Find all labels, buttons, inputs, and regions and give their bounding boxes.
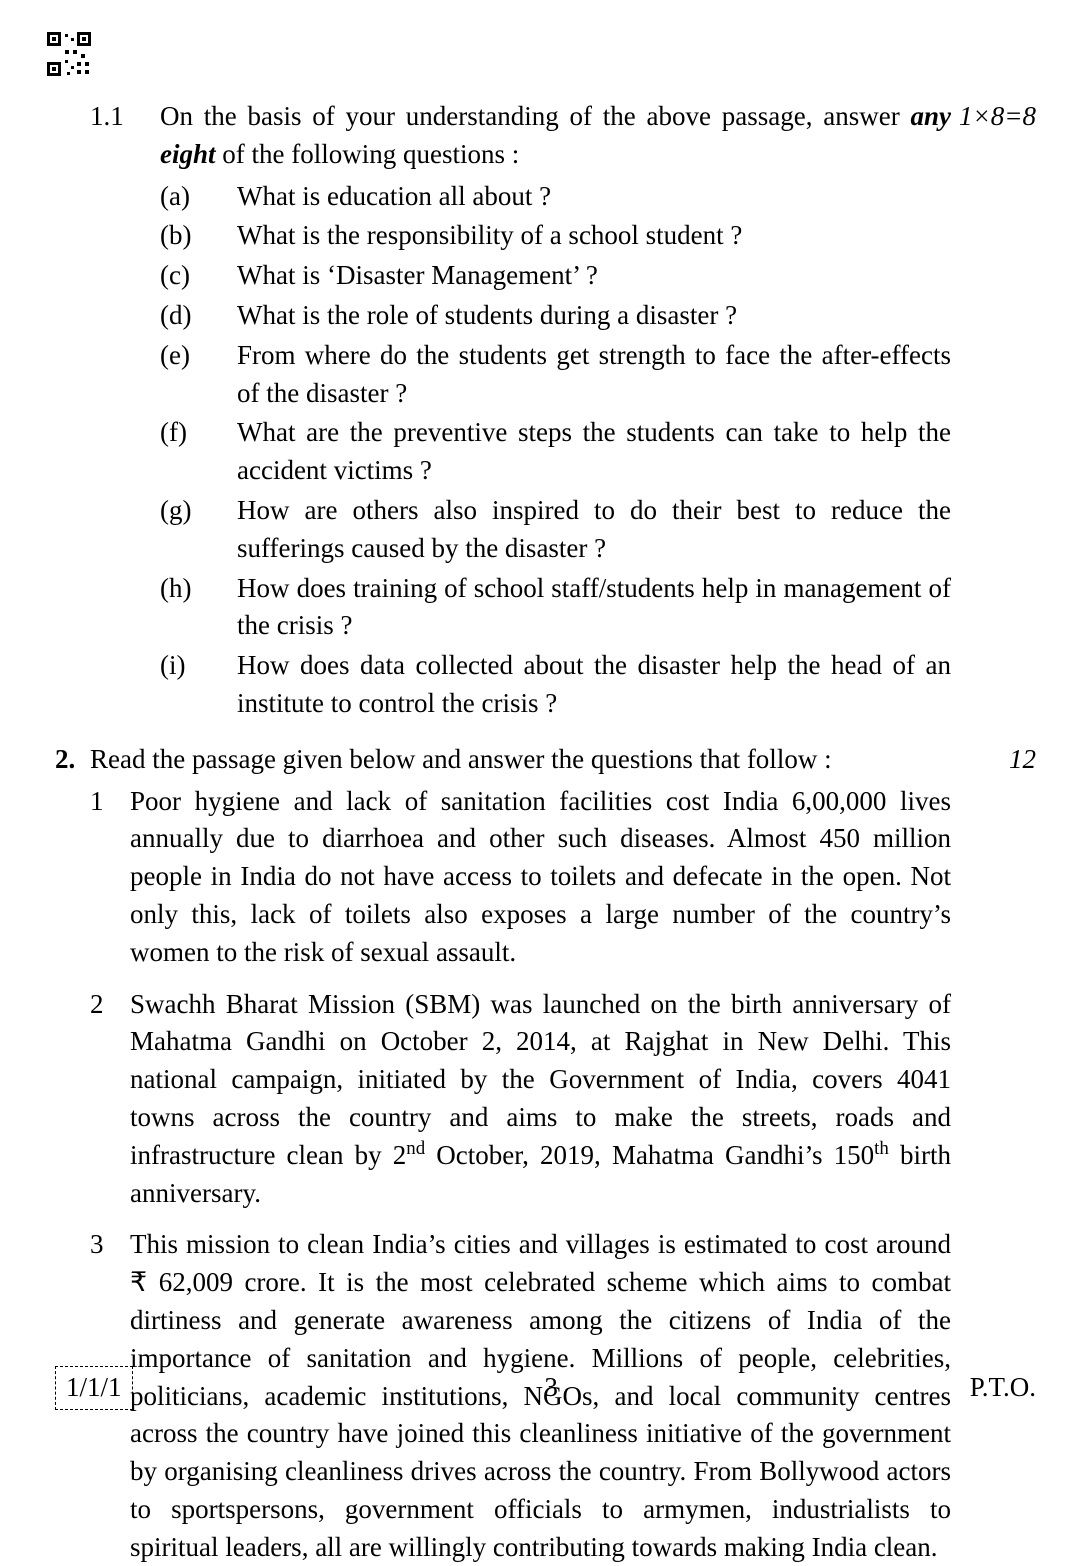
para-number: 2 (90, 986, 130, 1213)
page-number: 3 (544, 1369, 558, 1407)
question-intro: On the basis of your understanding of th… (160, 98, 951, 174)
sub-text: What is the role of students during a di… (237, 297, 951, 335)
qr-code-icon (45, 30, 93, 78)
sub-question-d: (d) What is the role of students during … (55, 297, 1036, 335)
question-number: 1.1 (90, 98, 160, 174)
sub-question-f: (f) What are the preventive steps the st… (55, 414, 1036, 490)
para-seg: This mission to clean India’s cities and… (130, 1229, 951, 1259)
sub-text: What is education all about ? (237, 178, 951, 216)
question-1-1: 1.1 On the basis of your understanding o… (55, 98, 1036, 174)
sub-label: (f) (160, 414, 237, 490)
page-content: 1.1 On the basis of your understanding o… (55, 40, 1036, 1566)
rupee-icon: ₹ (130, 1267, 147, 1297)
sub-question-i: (i) How does data collected about the di… (55, 647, 1036, 723)
paper-code: 1/1/1 (55, 1366, 133, 1410)
sub-question-h: (h) How does training of school staff/st… (55, 570, 1036, 646)
para-number: 1 (90, 783, 130, 972)
sub-label: (h) (160, 570, 237, 646)
sub-text: How does training of school staff/studen… (237, 570, 951, 646)
para-seg: 62,009 crore. It is the most celebrated … (130, 1267, 951, 1562)
sub-question-g: (g) How are others also inspired to do t… (55, 492, 1036, 568)
intro-text-b: of the following questions : (216, 139, 520, 169)
intro-text-a: On the basis of your understanding of th… (160, 101, 911, 131)
para-seg: October, 2019, Mahatma Gandhi’s 150 (425, 1140, 874, 1170)
sub-text: What is ‘Disaster Management’ ? (237, 257, 951, 295)
page-footer: 1/1/1 3 P.T.O. (55, 1366, 1036, 1410)
sub-text: From where do the students get strength … (237, 337, 951, 413)
sub-text: How does data collected about the disast… (237, 647, 951, 723)
sub-label: (c) (160, 257, 237, 295)
superscript: nd (406, 1138, 425, 1159)
passage-para-1: 1 Poor hygiene and lack of sanitation fa… (55, 783, 1036, 972)
sub-label: (i) (160, 647, 237, 723)
question-intro: Read the passage given below and answer … (90, 741, 951, 779)
para-text: Swachh Bharat Mission (SBM) was launched… (130, 986, 951, 1213)
question-2: 2. Read the passage given below and answ… (55, 741, 1036, 779)
sub-question-e: (e) From where do the students get stren… (55, 337, 1036, 413)
sub-question-c: (c) What is ‘Disaster Management’ ? (55, 257, 1036, 295)
sub-text: How are others also inspired to do their… (237, 492, 951, 568)
pto-label: P.T.O. (970, 1369, 1036, 1407)
sub-question-a: (a) What is education all about ? (55, 178, 1036, 216)
sub-question-b: (b) What is the responsibility of a scho… (55, 217, 1036, 255)
sub-text: What is the responsibility of a school s… (237, 217, 951, 255)
passage-para-2: 2 Swachh Bharat Mission (SBM) was launch… (55, 986, 1036, 1213)
marks: 1×8=8 (951, 98, 1036, 174)
sub-label: (b) (160, 217, 237, 255)
sub-text: What are the preventive steps the studen… (237, 414, 951, 490)
sub-label: (a) (160, 178, 237, 216)
marks: 12 (951, 741, 1036, 779)
sub-label: (d) (160, 297, 237, 335)
question-number: 2. (55, 741, 90, 779)
para-text: Poor hygiene and lack of sanitation faci… (130, 783, 951, 972)
sub-label: (g) (160, 492, 237, 568)
superscript: th (874, 1138, 889, 1159)
sub-label: (e) (160, 337, 237, 413)
